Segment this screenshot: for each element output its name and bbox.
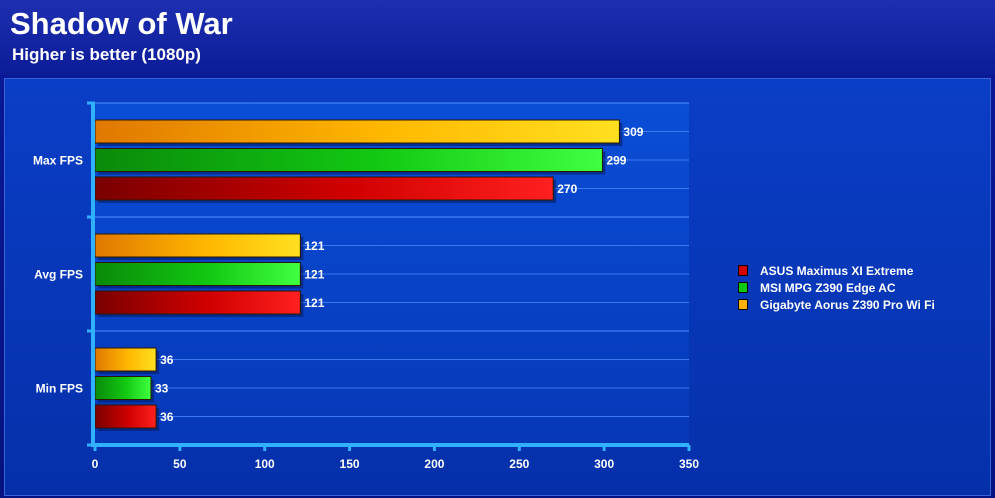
- chart-title: Shadow of War: [10, 6, 233, 41]
- x-tick-label: 250: [509, 457, 529, 471]
- chart-subtitle: Higher is better (1080p): [12, 45, 201, 64]
- data-label: 121: [304, 296, 324, 310]
- data-label: 299: [606, 154, 626, 168]
- legend-item: Gigabyte Aorus Z390 Pro Wi Fi: [738, 296, 935, 313]
- legend-label: ASUS Maximus XI Extreme: [760, 263, 914, 278]
- bar-max-fps-series-1: [94, 148, 603, 172]
- x-tick-label: 100: [255, 457, 275, 471]
- x-tick-label: 0: [92, 457, 99, 471]
- bar-max-fps-series-2: [94, 119, 620, 144]
- data-label: 36: [160, 353, 174, 367]
- bar-min-fps-series-1: [94, 376, 152, 400]
- bar-avg-fps-series-0: [94, 290, 301, 315]
- data-label: 121: [304, 268, 324, 282]
- x-tick-label: 200: [424, 457, 444, 471]
- data-label: 33: [155, 382, 169, 396]
- x-tick-label: 300: [594, 457, 614, 471]
- data-label: 36: [160, 410, 174, 424]
- legend-label: MSI MPG Z390 Edge AC: [760, 280, 896, 295]
- category-label: Avg FPS: [34, 268, 83, 282]
- legend: ASUS Maximus XI Extreme MSI MPG Z390 Edge…: [738, 262, 935, 313]
- x-tick-label: 350: [679, 457, 699, 471]
- x-tick-label: 50: [173, 457, 187, 471]
- bar-min-fps-series-0: [94, 404, 157, 429]
- legend-swatch: [738, 299, 748, 310]
- data-label: 121: [304, 239, 324, 253]
- legend-swatch: [738, 282, 748, 293]
- data-label: 270: [557, 182, 577, 196]
- bar-avg-fps-series-1: [94, 262, 301, 286]
- legend-item: ASUS Maximus XI Extreme: [738, 262, 935, 279]
- legend-label: Gigabyte Aorus Z390 Pro Wi Fi: [760, 297, 935, 312]
- legend-item: MSI MPG Z390 Edge AC: [738, 279, 935, 296]
- chart-header: Shadow of War Higher is better (1080p): [0, 0, 995, 75]
- bar-max-fps-series-0: [94, 176, 554, 201]
- data-label: 309: [623, 125, 643, 139]
- x-tick-label: 150: [340, 457, 360, 471]
- category-label: Min FPS: [36, 382, 83, 396]
- legend-swatch: [738, 265, 748, 276]
- bar-avg-fps-series-2: [94, 233, 301, 258]
- bar-min-fps-series-2: [94, 347, 157, 372]
- category-label: Max FPS: [33, 154, 83, 168]
